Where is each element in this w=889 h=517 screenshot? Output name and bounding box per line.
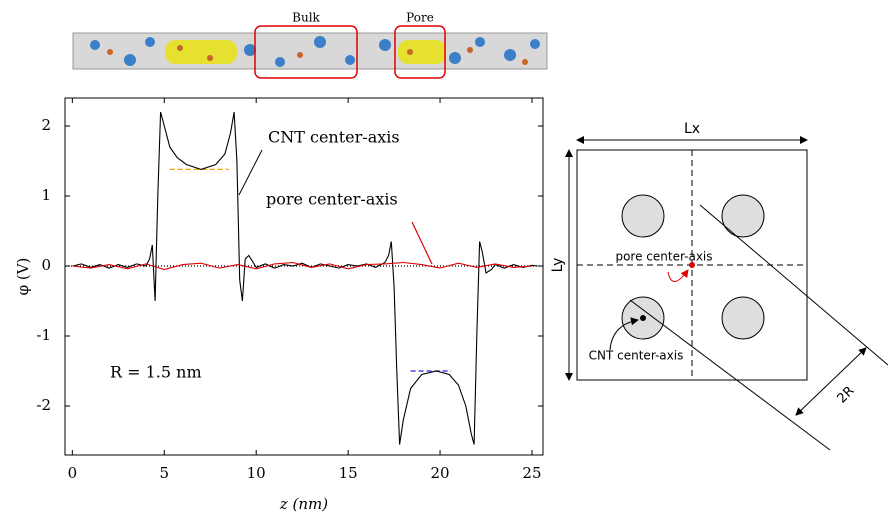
plot-frame — [64, 97, 544, 456]
y-tick-label: 2 — [41, 116, 51, 134]
cnt-label: CNT center-axis — [589, 349, 684, 363]
diagram: Lx Ly pore center-axis CNT center-axis 2… — [550, 121, 889, 451]
snapshot: Bulk Pore — [72, 11, 548, 79]
y-tick-label: -1 — [36, 326, 51, 344]
annotation: R = 1.5 nm — [110, 363, 202, 382]
x-tick-label: 15 — [339, 464, 358, 482]
annotation-arrow — [238, 149, 263, 196]
y-tick-label: 0 — [41, 256, 51, 274]
chart: 0 5 10 15 20 25 -2 -1 0 1 2 z (nm) φ (V) CNT center-a… — [14, 97, 544, 513]
data-line — [72, 111, 538, 445]
x-tick-label: 0 — [68, 464, 78, 482]
annotation: pore center-axis — [266, 190, 398, 209]
annotation-arrow — [411, 221, 433, 265]
y-tick-label: 1 — [41, 186, 51, 204]
x-tick-label: 5 — [160, 464, 170, 482]
x-tick-label: 20 — [430, 464, 449, 482]
radius-label: 2R — [835, 384, 858, 407]
x-axis-label: z (nm) — [279, 495, 328, 513]
snapshot-label: Pore — [406, 11, 434, 25]
y-axis-label: φ (V) — [14, 258, 32, 296]
annotation: CNT center-axis — [268, 128, 400, 147]
height-label: Ly — [550, 258, 566, 273]
snapshot-label: Bulk — [292, 11, 320, 25]
data-line — [72, 261, 533, 271]
x-tick-label: 25 — [522, 464, 541, 482]
width-label: Lx — [684, 121, 700, 137]
x-tick-label: 10 — [247, 464, 266, 482]
y-tick-label: -2 — [36, 396, 51, 414]
pore-label: pore center-axis — [615, 250, 712, 264]
